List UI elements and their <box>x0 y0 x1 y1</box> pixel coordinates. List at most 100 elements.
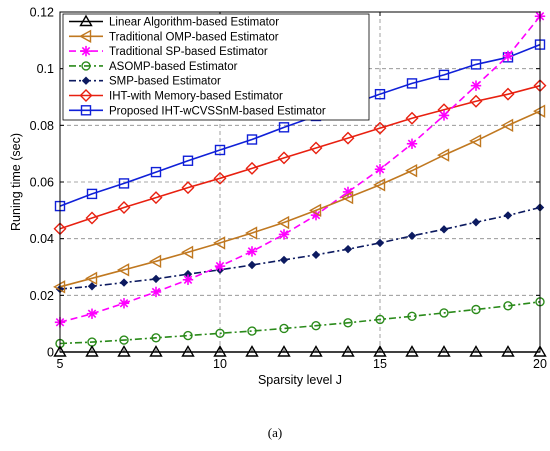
series-line <box>59 110 541 288</box>
open-square-marker <box>374 88 386 100</box>
triangle-up-marker <box>405 345 419 357</box>
open-diamond-marker <box>79 89 93 102</box>
star-marker-stroke <box>439 111 449 120</box>
open-square-marker <box>86 188 98 200</box>
star-marker <box>438 110 450 121</box>
y-tick-label: 0.06 <box>30 176 54 190</box>
star-marker <box>470 80 482 91</box>
diamond-marker <box>151 274 161 284</box>
open-square-marker <box>278 122 290 133</box>
open-diamond-marker <box>309 141 323 155</box>
open-diamond-marker <box>373 121 387 135</box>
star-marker <box>80 45 92 57</box>
triangle-left-marker <box>405 163 418 178</box>
legend-entry: Proposed IHT-wCVSSnM-based Estimator <box>69 105 326 117</box>
diamond-marker <box>119 278 129 287</box>
y-tick-label: 0.1 <box>37 62 54 76</box>
diamond-marker <box>343 244 353 254</box>
star-marker <box>118 298 130 309</box>
x-tick-label: 5 <box>57 357 64 371</box>
star-marker-stroke <box>279 230 289 239</box>
open-square-marker <box>438 69 450 81</box>
legend-entry: Linear Algorithm-based Estimator <box>69 14 279 29</box>
legend-box <box>62 13 370 121</box>
circle-marker <box>119 335 129 345</box>
triangle-up-marker <box>53 345 67 357</box>
figure-caption: (a) <box>268 425 282 440</box>
diamond-marker <box>87 282 97 291</box>
x-tick-label: 20 <box>533 357 547 371</box>
open-diamond-marker <box>501 87 515 101</box>
legend: Linear Algorithm-based Estimator Traditio… <box>62 13 370 121</box>
triangle-left-marker <box>213 236 226 250</box>
x-axis-label: Sparsity level J <box>258 373 342 387</box>
triangle-up-marker <box>501 345 515 357</box>
star-marker-stroke <box>87 309 97 318</box>
legend-entry: ASOMP-based Estimator <box>69 61 238 73</box>
series-line <box>59 84 541 230</box>
y-tick-label: 0.04 <box>30 232 54 246</box>
star-marker-stroke <box>247 247 257 256</box>
legend-entry: SMP-based Estimator <box>69 76 221 88</box>
triangle-left-marker <box>309 203 322 218</box>
triangle-left-marker <box>341 190 354 205</box>
triangle-left-marker <box>277 215 290 230</box>
triangle-left-marker <box>373 178 386 192</box>
triangle-up-marker <box>79 14 93 27</box>
star-marker <box>86 308 98 319</box>
open-square-marker <box>246 134 258 145</box>
triangle-up-marker <box>245 345 259 357</box>
star-marker-stroke <box>503 51 513 61</box>
star-marker <box>278 229 290 240</box>
circle-marker <box>279 323 289 334</box>
triangle-left-marker <box>149 254 162 269</box>
circle-marker <box>183 330 193 341</box>
open-diamond-marker <box>277 151 291 165</box>
circle-marker <box>343 318 353 328</box>
triangle-left-marker <box>469 134 482 148</box>
open-diamond-marker <box>117 201 131 214</box>
circle-marker <box>151 333 161 343</box>
legend-entry: IHT-with Memory-based Estimator <box>69 89 283 103</box>
triangle-left-marker <box>501 118 514 133</box>
series-line <box>59 206 541 290</box>
x-tick-label: 10 <box>213 357 227 371</box>
open-diamond-marker <box>469 94 483 108</box>
open-square-marker <box>182 155 194 166</box>
triangle-up-marker <box>149 345 163 357</box>
triangle-up-marker <box>85 345 99 357</box>
open-diamond-marker <box>181 181 195 195</box>
open-diamond-marker <box>341 131 355 145</box>
legend-entry: Traditional OMP-based Estimator <box>69 29 279 43</box>
star-marker-stroke <box>215 261 225 271</box>
circle-marker <box>81 61 91 71</box>
triangle-left-marker <box>79 29 92 43</box>
star-marker-stroke <box>119 299 129 308</box>
open-diamond-marker <box>245 161 259 175</box>
diamond-marker <box>503 211 513 220</box>
y-tick-label: 0.12 <box>30 6 54 20</box>
star-marker-stroke <box>311 210 321 220</box>
star-marker-stroke <box>81 46 91 56</box>
series-line <box>59 301 541 345</box>
star-marker <box>182 274 194 285</box>
y-axis-label: Runing time (sec) <box>9 133 23 231</box>
triangle-up-marker <box>309 345 323 357</box>
star-marker <box>246 246 258 257</box>
triangle-up-marker <box>373 345 387 357</box>
open-square-marker <box>470 59 482 70</box>
series-line <box>59 43 541 207</box>
x-tick-label: 15 <box>373 357 387 371</box>
open-diamond-marker <box>213 171 227 185</box>
open-square-marker <box>214 144 226 156</box>
triangle-up-marker <box>181 345 195 357</box>
series-line <box>59 15 541 324</box>
legend-label: Traditional OMP-based Estimator <box>109 31 279 43</box>
triangle-left-marker <box>117 263 130 277</box>
star-marker-stroke <box>183 275 193 284</box>
star-marker <box>150 286 162 298</box>
circle-marker <box>503 301 513 311</box>
star-marker-stroke <box>151 287 161 297</box>
diamond-marker <box>375 238 385 248</box>
